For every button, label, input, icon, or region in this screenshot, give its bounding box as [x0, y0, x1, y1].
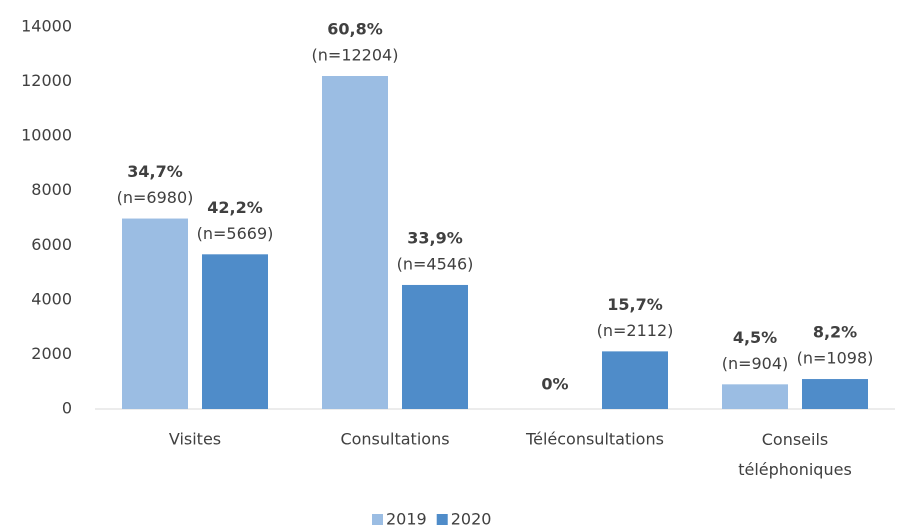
x-tick-label: Visites [169, 430, 221, 449]
y-tick-label: 12000 [21, 71, 72, 90]
value-label: (n=904) [722, 354, 789, 373]
value-label: (n=6980) [117, 188, 194, 207]
value-label: (n=1098) [797, 349, 874, 368]
y-tick-label: 6000 [31, 235, 72, 254]
value-label: (n=2112) [597, 321, 674, 340]
x-tick-label: Consultations [340, 430, 449, 449]
y-tick-label: 14000 [21, 17, 72, 36]
y-tick-label: 8000 [31, 180, 72, 199]
x-tick-label: Téléconsultations [525, 430, 664, 449]
bar [602, 351, 668, 409]
value-label: (n=12204) [312, 46, 399, 65]
share-label: 42,2% [207, 198, 263, 217]
bar [722, 384, 788, 409]
bar [322, 76, 388, 410]
share-label: 34,7% [127, 162, 183, 181]
share-label: 33,9% [407, 228, 463, 247]
x-tick-label: Conseils téléphoniques [738, 430, 852, 479]
share-label: 4,5% [733, 328, 777, 347]
share-label: 0% [541, 375, 568, 394]
value-label: (n=4546) [397, 254, 474, 273]
share-label: 15,7% [607, 295, 663, 314]
bar [202, 254, 268, 409]
bar [122, 218, 188, 409]
y-tick-label: 2000 [31, 344, 72, 363]
bar [802, 379, 868, 409]
y-tick-label: 4000 [31, 289, 72, 308]
share-label: 60,8% [327, 20, 383, 39]
bar [402, 284, 468, 409]
y-tick-label: 0 [62, 399, 72, 418]
value-label: (n=5669) [197, 224, 274, 243]
legend-label: 2020 [451, 510, 492, 529]
legend-label: 2019 [386, 510, 427, 529]
legend-swatch [372, 514, 383, 525]
legend-swatch [436, 514, 448, 525]
y-tick-label: 10000 [21, 126, 72, 145]
share-label: 8,2% [813, 323, 857, 342]
